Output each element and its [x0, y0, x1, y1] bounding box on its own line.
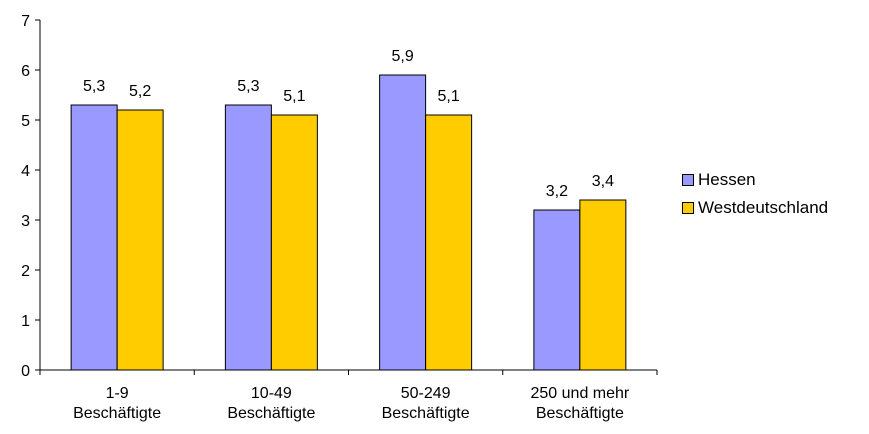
bar-westdeutschland	[425, 114, 473, 371]
y-tick-label: 3	[21, 213, 30, 230]
data-label: 5,3	[83, 78, 105, 95]
y-tick-label: 4	[21, 163, 30, 180]
data-label: 5,1	[283, 88, 305, 105]
data-label: 3,2	[546, 183, 568, 200]
legend-label-hessen: Hessen	[698, 170, 756, 189]
legend-label-westdeutschland: Westdeutschland	[698, 198, 829, 217]
y-tick-label: 5	[21, 113, 30, 130]
y-tick-label: 2	[21, 263, 30, 280]
bar-westdeutschland	[579, 199, 627, 371]
y-tick-label: 1	[21, 313, 30, 330]
bar-westdeutschland	[270, 114, 318, 371]
bar-westdeutschland	[116, 109, 164, 371]
data-label: 3,4	[592, 173, 614, 190]
bar-hessen	[533, 209, 581, 371]
legend-swatch-westdeutschland	[682, 202, 694, 214]
legend-swatch-hessen	[682, 174, 694, 186]
y-tick-label: 6	[21, 63, 30, 80]
data-label: 5,9	[392, 48, 414, 65]
legend-item-hessen: Hessen	[682, 166, 828, 194]
data-label: 5,2	[129, 83, 151, 100]
bar-hessen	[379, 74, 427, 371]
bar-hessen	[70, 104, 118, 371]
legend-item-westdeutschland: Westdeutschland	[682, 194, 828, 222]
data-label: 5,1	[438, 88, 460, 105]
x-tick-label: 10-49 Beschäftigte	[227, 385, 315, 422]
bar-hessen	[224, 104, 272, 371]
x-tick-label: 50-249 Beschäftigte	[382, 385, 470, 422]
data-label: 5,3	[237, 78, 259, 95]
x-tick-label: 250 und mehr Beschäftigte	[531, 385, 630, 422]
x-tick-label: 1-9 Beschäftigte	[73, 385, 161, 422]
y-tick-label: 0	[21, 363, 30, 380]
y-tick-label: 7	[21, 13, 30, 30]
bar-chart: 0 1 2 3 4 5 6 7 1-9 Beschäftigte 5,3 5,2 10-49 Beschä…	[21, 13, 658, 422]
legend: Hessen Westdeutschland	[682, 166, 828, 222]
